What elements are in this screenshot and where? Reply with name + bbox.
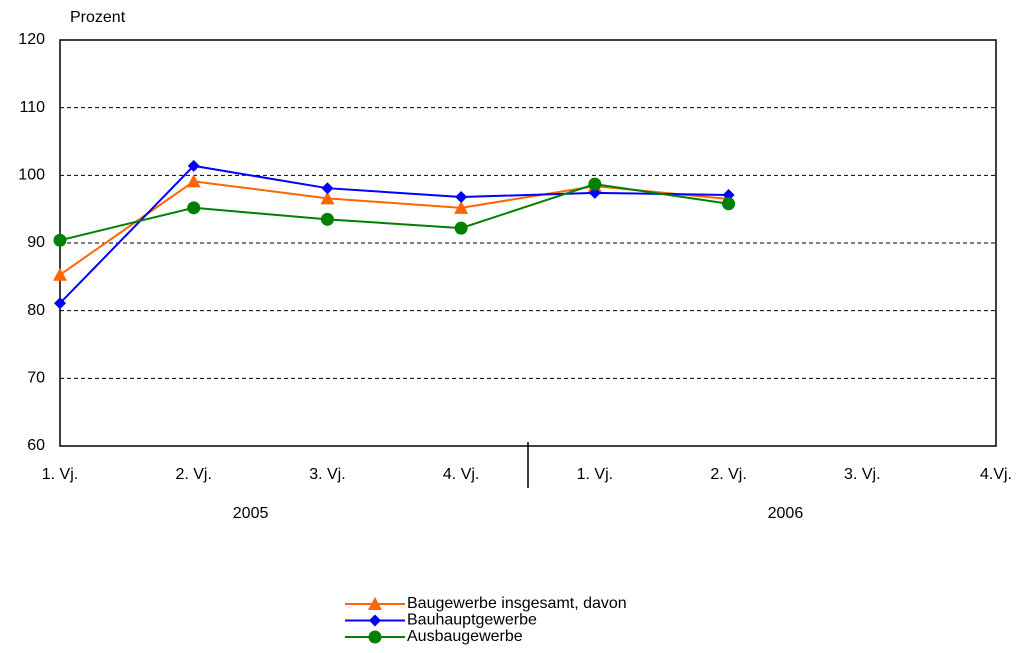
marker [53, 267, 67, 281]
legend-label: Bauhauptgewerbe [407, 612, 537, 629]
series-line [59, 164, 729, 304]
legend-marker [368, 630, 382, 644]
marker [722, 197, 736, 211]
legend-marker [368, 597, 382, 610]
y-tick-label: 60 [27, 437, 45, 454]
marker [187, 201, 201, 215]
y-tick-label: 120 [18, 31, 45, 48]
marker [186, 174, 201, 188]
series-line [59, 183, 729, 242]
marker [320, 212, 334, 226]
marker [321, 182, 334, 195]
x-tick-label: 1. Vj. [42, 466, 78, 483]
x-tick-label: 4. Vj. [443, 466, 479, 483]
year-label: 2006 [768, 505, 804, 522]
legend-marker [369, 614, 381, 627]
y-tick-label: 80 [27, 302, 45, 319]
x-tick-label: 2. Vj. [710, 466, 746, 483]
y-tick-label: 70 [27, 370, 45, 387]
x-tick-label: 3. Vj. [309, 466, 345, 483]
x-tick-label: 3. Vj. [844, 466, 880, 483]
y-tick-label: 110 [19, 99, 45, 116]
marker [722, 188, 735, 201]
series-line [59, 180, 729, 276]
marker [454, 200, 469, 214]
y-axis-label: Prozent [70, 9, 126, 26]
y-tick-label: 100 [18, 167, 45, 184]
marker [588, 177, 602, 191]
year-label: 2005 [233, 505, 269, 522]
marker [588, 186, 601, 199]
marker [455, 190, 468, 203]
legend-label: Ausbaugewerbe [407, 628, 523, 645]
marker [54, 297, 66, 310]
marker [53, 233, 67, 247]
x-tick-label: 4.Vj. [980, 466, 1012, 483]
legend-label: Baugewerbe insgesamt, davon [407, 595, 627, 612]
y-tick-label: 90 [27, 234, 45, 251]
marker [320, 191, 335, 205]
x-tick-label: 1. Vj. [577, 466, 613, 483]
marker [454, 221, 468, 235]
marker [187, 159, 200, 172]
x-tick-label: 2. Vj. [175, 466, 211, 483]
